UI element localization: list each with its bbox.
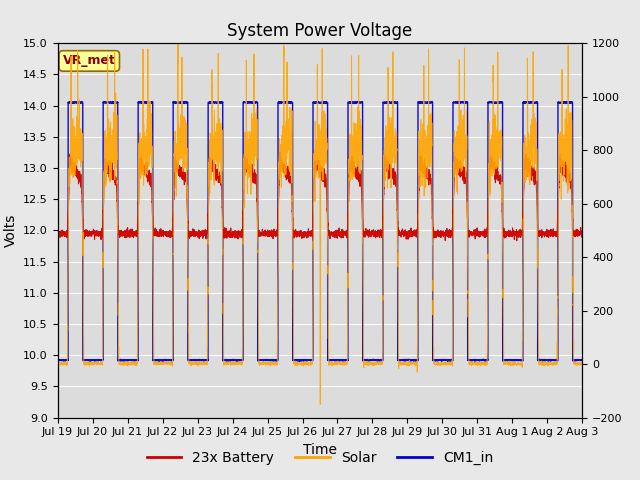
Title: System Power Voltage: System Power Voltage	[227, 22, 413, 40]
Text: VR_met: VR_met	[63, 54, 116, 67]
X-axis label: Time: Time	[303, 443, 337, 457]
Y-axis label: Volts: Volts	[4, 214, 17, 247]
Legend: 23x Battery, Solar, CM1_in: 23x Battery, Solar, CM1_in	[141, 445, 499, 471]
